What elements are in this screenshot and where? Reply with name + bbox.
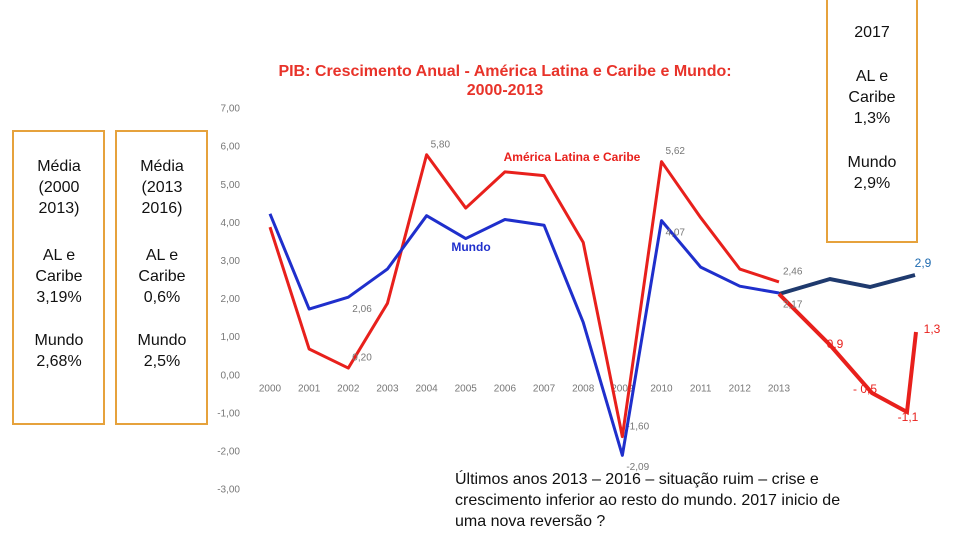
box-item: Mundo 2,5% [137,332,187,370]
series-label: América Latina e Caribe [504,150,641,164]
data-label: 5,80 [431,139,451,150]
series-label: Mundo [451,240,490,254]
projection-world [778,273,916,296]
annotation: 0,9 [827,337,844,351]
box-title: Média (2000 2013) [37,158,81,217]
x-tick-label: 2004 [415,383,438,394]
annotation: 1,3 [924,322,941,336]
box-item: AL e Caribe 1,3% [848,68,896,127]
y-tick-label: -3,00 [217,485,240,496]
y-tick-label: 3,00 [221,256,241,267]
x-tick-label: 2008 [572,383,595,394]
y-tick-label: 6,00 [221,142,241,153]
y-tick-label: -2,00 [217,447,240,458]
y-tick-label: 2,00 [221,294,241,305]
y-tick-label: 0,00 [221,370,241,381]
data-label: 2,06 [352,304,372,315]
x-tick-label: 2013 [768,383,791,394]
annotation: - 0,5 [853,382,877,396]
x-tick-label: 2011 [690,383,712,394]
data-label: 0,20 [352,353,372,364]
box-item: Mundo 2,9% [847,154,897,192]
y-tick-label: 1,00 [221,332,241,343]
annotation: -1,1 [898,410,919,424]
box-item: AL e Caribe 0,6% [138,247,186,306]
box [12,130,105,425]
x-tick-label: 2010 [650,383,673,394]
box-item: Mundo 2,68% [34,332,84,370]
box [826,0,918,243]
series-line [268,153,780,439]
data-label: 2,46 [783,267,803,278]
box-title: Média (2013 2016) [140,158,184,217]
note: Últimos anos 2013 – 2016 – situação ruim… [455,471,841,530]
projection-latam [777,292,918,416]
x-tick-label: 2007 [533,383,556,394]
x-tick-label: 2002 [337,383,360,394]
box-item: AL e Caribe 3,19% [35,247,83,306]
data-label: 4,07 [666,227,686,238]
y-tick-label: 4,00 [221,218,241,229]
x-tick-label: 2012 [729,383,752,394]
annotation: 2,9 [915,256,932,270]
data-label: -1,60 [626,421,649,432]
box-title: 2017 [854,24,890,41]
box [115,130,208,425]
series-line [268,213,780,457]
x-tick-label: 2003 [376,383,399,394]
x-tick-label: 2006 [494,383,517,394]
y-tick-label: 7,00 [221,104,241,115]
y-tick-label: -1,00 [217,408,240,419]
data-label: 2,17 [783,300,803,311]
data-label: -2,09 [626,462,649,473]
x-tick-label: 2009 [611,383,634,394]
y-tick-label: 5,00 [221,180,241,191]
x-tick-label: 2001 [298,383,321,394]
x-tick-label: 2000 [259,383,282,394]
data-label: 5,62 [666,146,686,157]
x-tick-label: 2005 [455,383,478,394]
chart-title: PIB: Crescimento Anual - América Latina … [278,63,732,99]
